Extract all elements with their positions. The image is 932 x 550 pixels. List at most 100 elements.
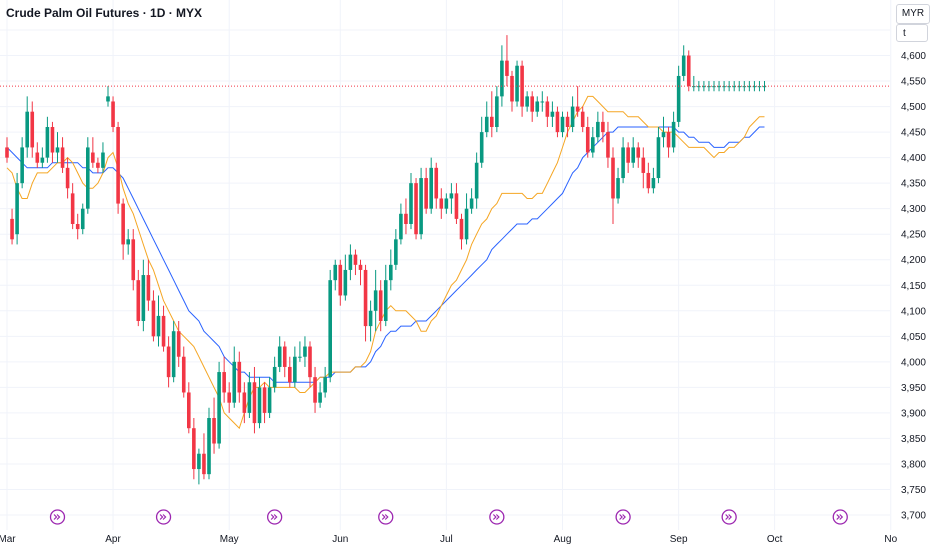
candle [293,346,297,388]
y-tick-label: 3,950 [901,383,926,394]
candle-body [166,346,171,378]
candle-body [383,280,388,321]
candle-body [197,453,201,470]
candle-body [75,224,80,230]
candle [692,75,696,92]
candle-body [272,366,277,388]
candle [20,137,24,189]
candle [131,229,136,291]
candle-body [762,86,767,88]
candle-body [353,254,358,265]
candle [641,147,646,189]
candle [65,157,70,199]
candle [616,167,620,204]
event-icon-ring [378,509,394,525]
candle [702,81,706,92]
candle [368,300,373,342]
candle-body [5,147,9,158]
candle-body [474,162,479,199]
candle-body [535,101,540,112]
candle [187,382,191,434]
x-tick-label: Aug [554,534,572,545]
candle [252,366,257,434]
candle [222,356,226,403]
candle-body [676,75,681,122]
candle-body [227,392,231,403]
event-icon-ring [489,509,505,525]
candle [732,81,736,92]
candle-body [505,60,509,76]
candle [530,91,534,122]
candle [666,127,671,158]
y-tick-label: 4,350 [901,179,926,190]
candle [282,341,287,378]
unit-selector[interactable]: t [896,24,928,42]
candle-body [490,116,494,127]
candle-body [91,152,95,163]
x-tick-label: May [220,534,239,545]
dividend-arrow-icon [832,509,848,525]
price-axis[interactable]: 3,700 3,750 3,800 3,850 3,900 3,950 4,000 4,050… [901,51,926,521]
candle-body [560,116,565,133]
candle [404,198,408,235]
candle [535,96,540,117]
y-tick-label: 4,200 [901,255,926,266]
currency-selector[interactable]: MYR [896,4,930,24]
candle-body [565,116,570,127]
candle-body [323,377,327,393]
candle [247,372,252,418]
candle-body [459,218,464,240]
candle [161,305,166,352]
candle [565,111,570,138]
candle-body [409,183,413,224]
candle [55,132,60,163]
candle-body [550,111,555,117]
candle [272,356,277,393]
candle-body [252,382,257,424]
y-tick-label: 4,550 [901,77,926,88]
candle-body [242,392,247,413]
candle-body [495,96,499,127]
y-tick-label: 3,800 [901,459,926,470]
candle-body [404,213,408,224]
candle-body [126,239,130,245]
candle [363,264,368,342]
candle-body [378,290,383,321]
candle-body [50,127,55,153]
candle-body [717,86,721,88]
x-tick-label: No [884,534,897,545]
y-tick-label: 4,600 [901,51,926,62]
candle [176,321,181,367]
candle-body [282,346,287,367]
candle [454,183,459,224]
candle [601,111,605,143]
candle-body [101,152,105,168]
event-icon-chevrons [725,514,732,520]
event-icon-chevrons [159,514,167,520]
candle-body [318,392,322,403]
candle-body [429,167,433,209]
candle [25,96,29,158]
candle-body [136,280,141,321]
candle-body [267,387,272,413]
candle-body [646,172,651,189]
candle [752,81,757,92]
candle-body [338,264,343,296]
dividend-arrow-icon [721,509,737,525]
candle-body [601,121,605,133]
candle [232,346,237,408]
candle [318,382,322,408]
time-axis[interactable]: Mar Apr May Jun Jul Aug Sep Oct No [0,534,898,545]
candle-body [444,198,449,209]
candle-body [10,218,14,240]
event-icon-ring [266,509,283,525]
candle [106,86,110,107]
candle [60,137,65,173]
candle [596,111,600,143]
candle [591,127,595,158]
candle [217,361,221,449]
candle-body [661,132,666,138]
candle-body [636,147,641,158]
candle-body [176,331,181,357]
